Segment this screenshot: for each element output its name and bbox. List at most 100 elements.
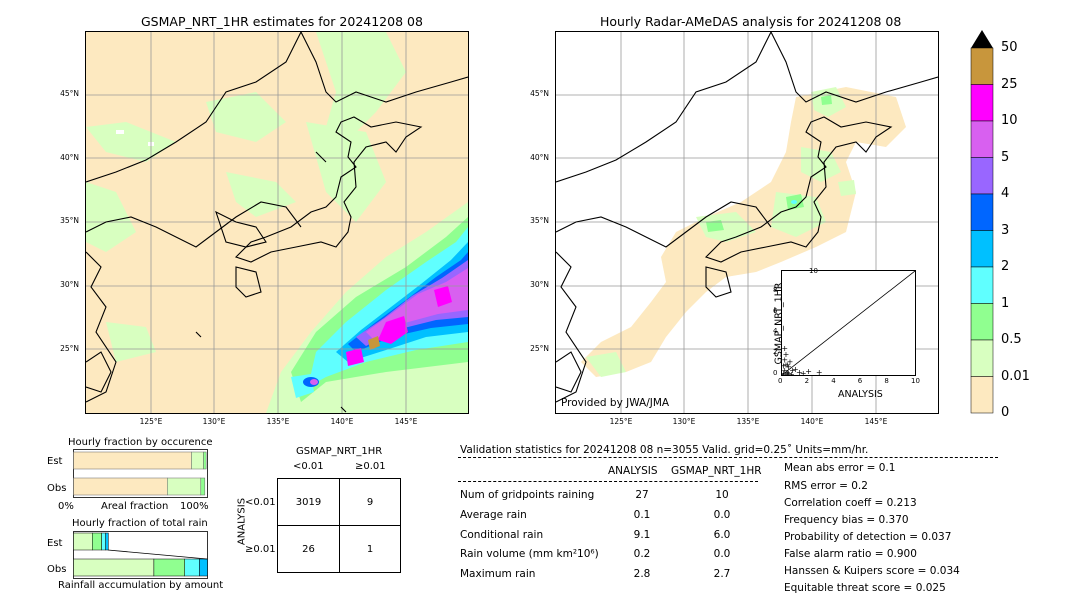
total-rain-bar-segment [92, 532, 102, 551]
validation-divider [458, 481, 758, 482]
validation-analysis-value: 27 [635, 489, 649, 501]
validation-score: False alarm ratio = 0.900 [784, 548, 917, 560]
scatter-xtick: 4 [831, 377, 836, 385]
scatter-inset: ++++++++++++++++++++ [780, 270, 916, 379]
validation-gsmap-value: 10 [715, 489, 729, 501]
scatter-point: + [782, 366, 788, 375]
occurrence-row-label: Est [47, 456, 63, 467]
colorbar-tick-label: 0.5 [1001, 332, 1022, 347]
colorbar-tick-label: 50 [1001, 40, 1018, 55]
data-credit: Provided by JWA/JMA [561, 397, 670, 409]
scatter-point: + [787, 357, 794, 366]
validation-analysis-value: 9.1 [633, 529, 651, 541]
validation-divider [458, 457, 998, 458]
validation-row-label: Conditional rain [460, 529, 544, 541]
right-map: ++++++++++++++++++++ 10 Provided by JWA/… [555, 31, 939, 414]
colorbar-tick-label: 5 [1001, 149, 1010, 165]
total-rain-bar-segment [73, 532, 93, 551]
right-lon-label: 140°E [800, 417, 824, 426]
colorbar-band [970, 303, 994, 341]
validation-score: Correlation coeff = 0.213 [784, 497, 917, 509]
scatter-point: + [805, 367, 812, 375]
left-lat-label: 30°N [60, 280, 79, 289]
total-rain-bars [73, 531, 208, 579]
left-lon-label: 130°E [202, 417, 226, 426]
right-lat-label: 25°N [530, 344, 549, 353]
validation-col-header: GSMAP_NRT_1HR [671, 465, 762, 477]
contingency-cell: 3019 [295, 497, 322, 508]
colorbar-tick-label: 3 [1001, 222, 1010, 238]
scatter-xtick: 6 [857, 377, 863, 385]
left-lat-label: 45°N [60, 89, 79, 98]
scatter-point: + [783, 350, 790, 359]
scatter-point: + [800, 369, 807, 375]
validation-gsmap-value: 2.7 [713, 568, 731, 580]
left-lat-label: 25°N [60, 344, 79, 353]
scatter-point: + [816, 368, 823, 375]
occurrence-bar-segment [167, 477, 202, 496]
scatter-point: + [784, 368, 791, 375]
total-rain-row-label: Est [47, 538, 63, 549]
colorbar-band [970, 47, 994, 85]
total-rain-bar-segment [73, 558, 155, 577]
total-rain-row-label: Obs [47, 564, 67, 575]
contingency-col-header: ≥0.01 [355, 461, 386, 472]
scatter-point: + [782, 369, 787, 375]
colorbar [970, 30, 994, 414]
scatter-xtick: 8 [884, 377, 889, 385]
validation-row-label: Num of gridpoints raining [460, 489, 595, 501]
scatter-ylabel: GSMAP_NRT_1HR [773, 282, 785, 365]
colorbar-tick-label: 4 [1001, 186, 1010, 201]
colorbar-tick-label: 10 [1001, 113, 1018, 128]
occurrence-axis-label: 100% [180, 501, 209, 512]
validation-row-label: Maximum rain [460, 568, 536, 580]
validation-score: Hanssen & Kuipers score = 0.034 [784, 565, 960, 577]
scatter-point: + [783, 361, 790, 370]
right-lat-label: 40°N [530, 153, 549, 162]
validation-score: RMS error = 0.2 [784, 480, 868, 492]
occurrence-title: Hourly fraction by occurence [68, 437, 213, 448]
scatter-xtick: 2 [804, 377, 810, 385]
reference-line [781, 270, 916, 376]
validation-gsmap-value: 6.0 [713, 529, 731, 541]
validation-row-label: Rain volume (mm km²10⁶) [460, 548, 599, 560]
validation-analysis-value: 2.8 [633, 568, 651, 580]
validation-score: Probability of detection = 0.037 [784, 531, 952, 543]
scatter-point: + [784, 361, 791, 370]
validation-analysis-value: 0.2 [633, 548, 651, 560]
scatter-xlabel: ANALYSIS [838, 389, 883, 400]
contingency-cell: 9 [366, 497, 374, 508]
scatter-point: + [785, 369, 792, 375]
occurrence-bar-segment [73, 451, 192, 470]
total-rain-bar-segment [105, 532, 109, 551]
occurrence-bar-segment [73, 477, 168, 496]
colorbar-band [970, 266, 994, 304]
scatter-xtick: 0 [778, 377, 783, 385]
validation-col-header: ANALYSIS [608, 465, 658, 477]
contingency-title: GSMAP_NRT_1HR [296, 446, 383, 457]
scatter-point: + [782, 355, 788, 364]
validation-score: Frequency bias = 0.370 [784, 514, 909, 526]
colorbar-band [970, 120, 994, 158]
colorbar-band [970, 230, 994, 268]
contingency-row-header: ≥0.01 [245, 544, 276, 555]
scatter-ytick: 2 [773, 348, 778, 357]
contingency-row-header: <0.01 [245, 497, 276, 508]
total-rain-bar-segment [153, 558, 185, 577]
total-rain-xlabel: Rainfall accumulation by amount [58, 580, 224, 591]
scatter-xtick: 10 [911, 377, 920, 385]
scatter-point: + [788, 370, 795, 375]
occurrence-axis-label: 0% [58, 501, 74, 512]
left-lon-label: 125°E [139, 417, 163, 426]
right-map-canvas [556, 32, 938, 413]
validation-score: Mean abs error = 0.1 [784, 462, 896, 474]
scatter-point: + [783, 370, 790, 375]
colorbar-band [970, 339, 994, 377]
right-lon-label: 145°E [864, 417, 888, 426]
scatter-point: + [785, 363, 792, 372]
contingency-col-header: <0.01 [293, 461, 324, 472]
validation-gsmap-value: 0.0 [713, 548, 731, 560]
scatter-point: + [782, 344, 788, 353]
colorbar-tick-label: 2 [1001, 259, 1010, 274]
total-rain-bar-segment [101, 532, 106, 551]
